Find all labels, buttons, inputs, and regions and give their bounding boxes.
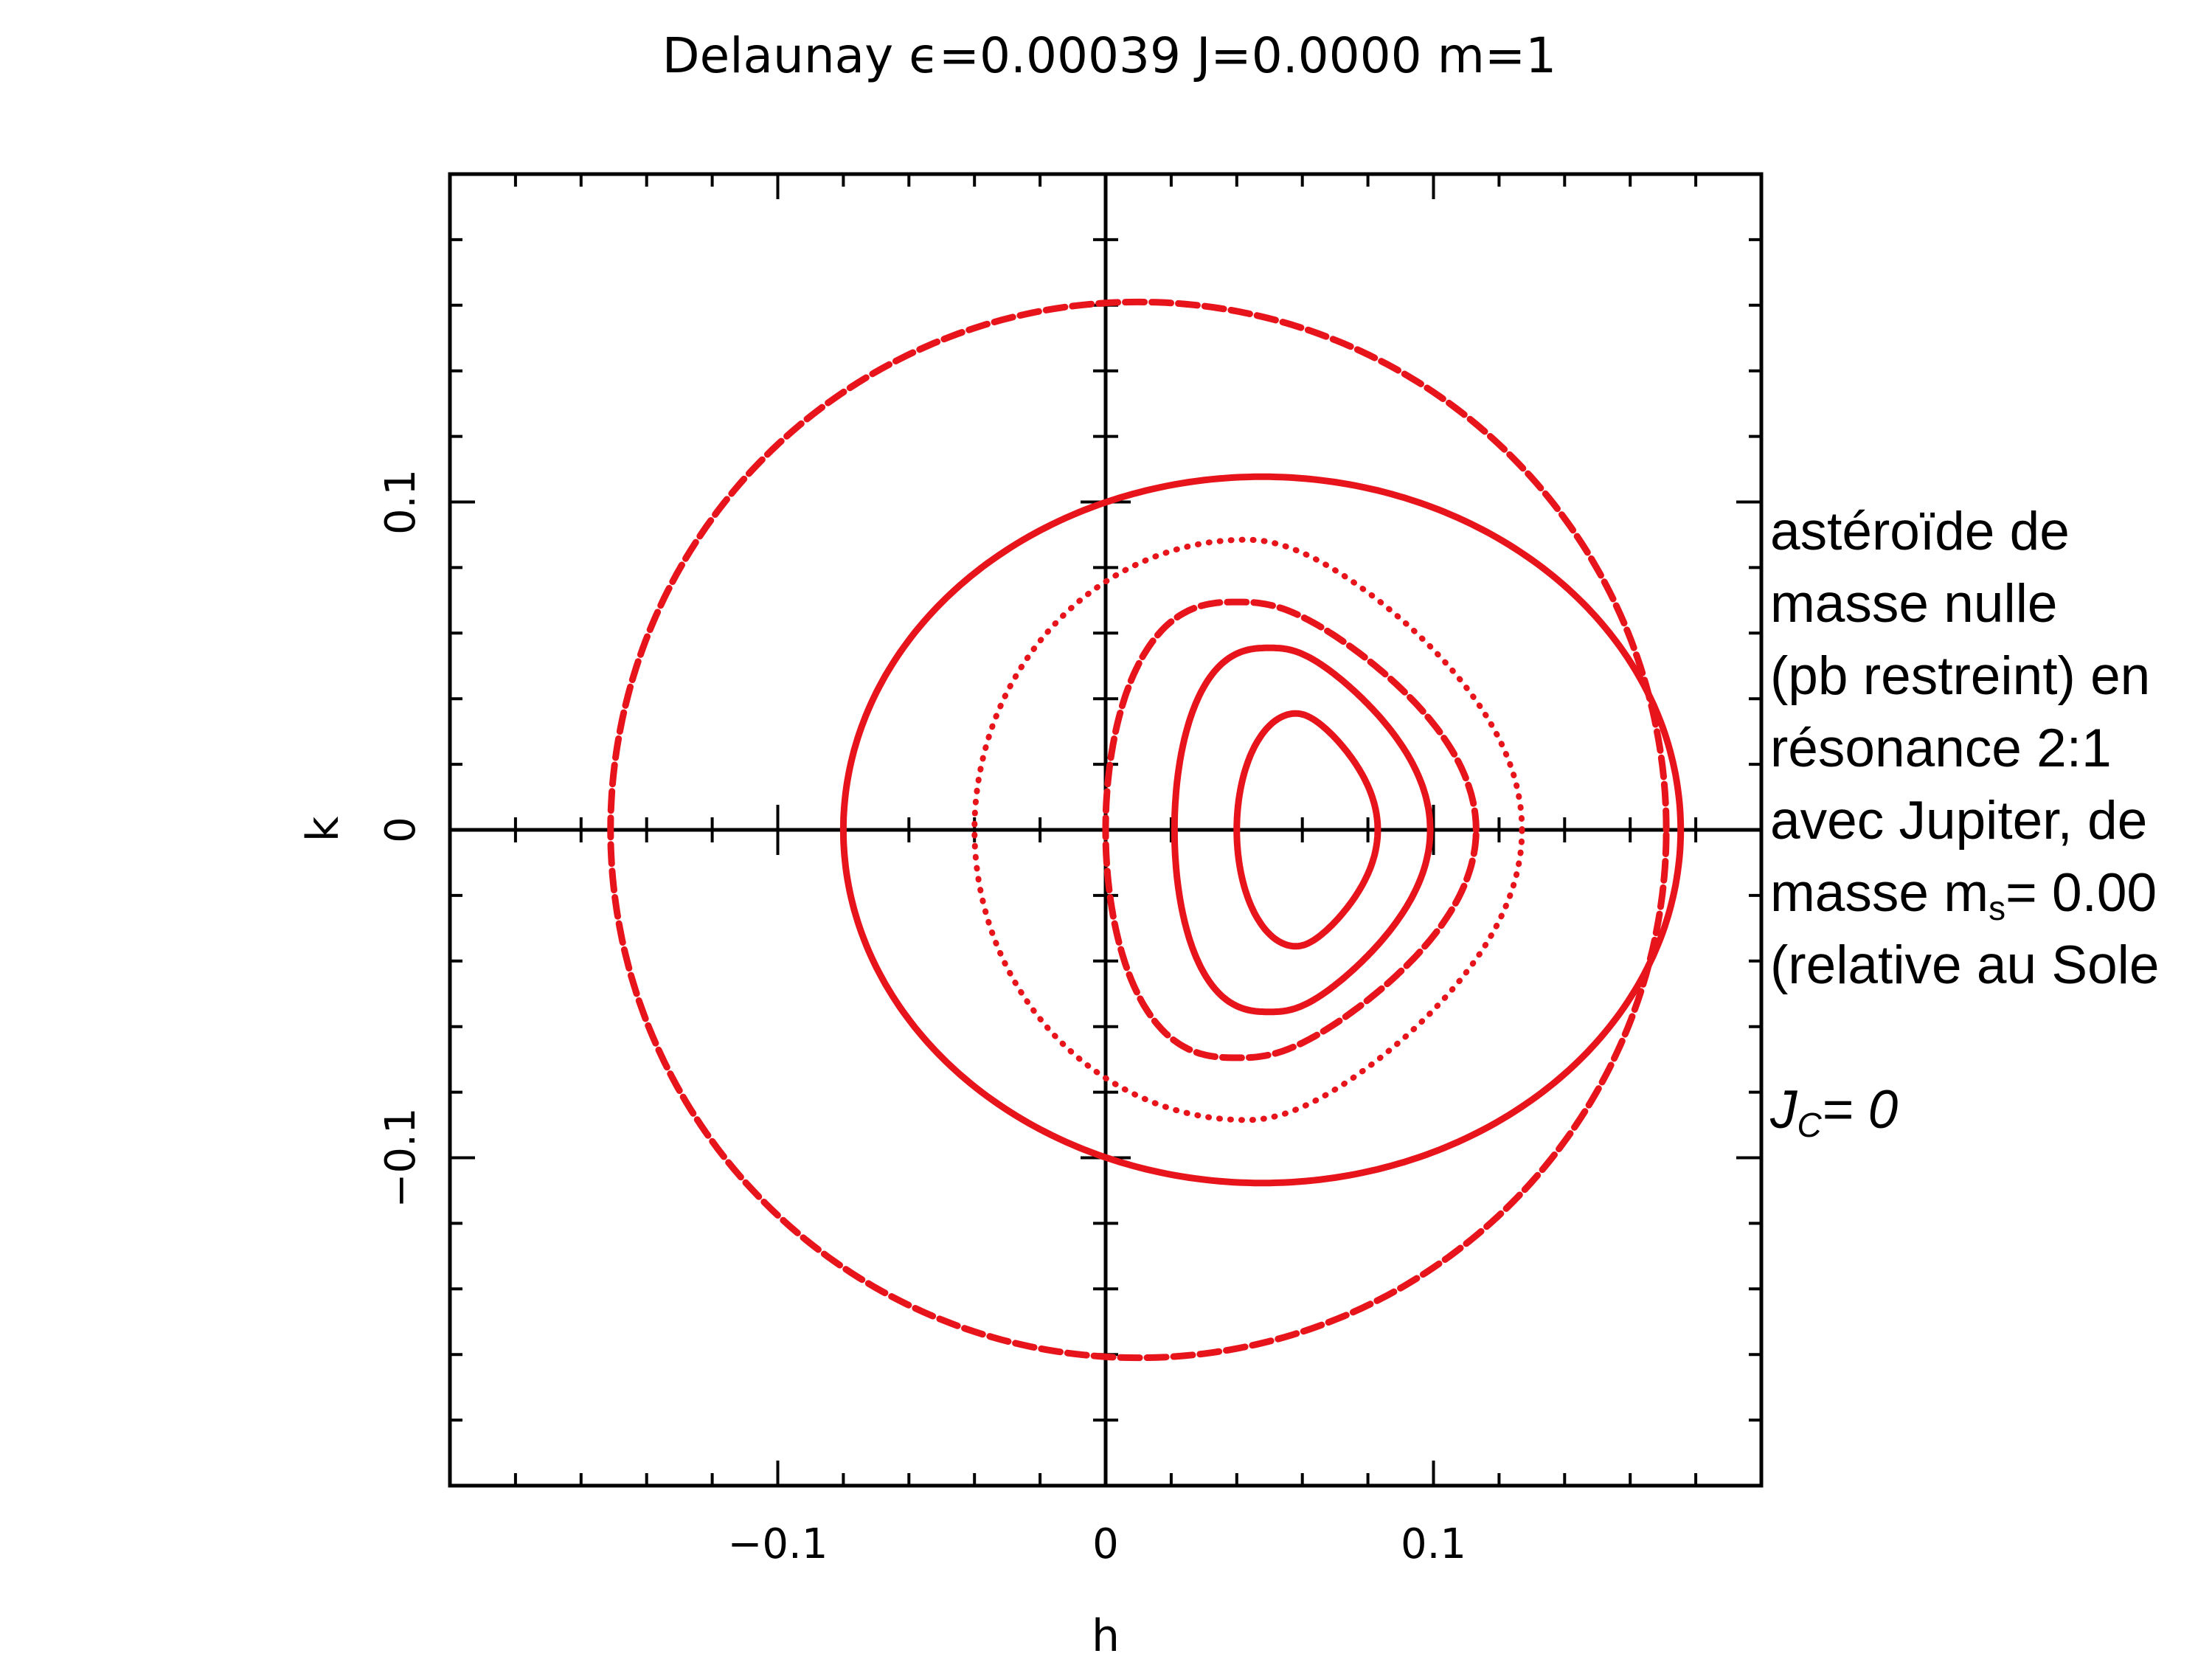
annotation-jc: JC= 0: [1770, 1080, 1899, 1144]
x-axis-label: h: [1092, 1610, 1120, 1659]
y-axis-label: k: [297, 816, 349, 842]
annotation-text: astéroïde de masse nulle (pb restreint) …: [1770, 496, 2212, 1146]
annotation-mass-line: masse ms= 0.00: [1770, 863, 2157, 927]
x-tick-label: −0.1: [728, 1520, 828, 1568]
x-tick-label: 0.1: [1401, 1520, 1466, 1568]
annotation-line: (relative au Sole: [1770, 935, 2160, 995]
annotation-line: masse nulle: [1770, 574, 2058, 634]
tick-layer: −0.1 0 0.1 0.1 0 −0.1: [377, 174, 1761, 1568]
annotation-line: (pb restreint) en: [1770, 646, 2151, 706]
chart-title: Delaunay ϵ=0.00039 J=0.0000 m=1: [662, 27, 1556, 84]
y-tick-label: −0.1: [377, 1108, 425, 1208]
level-curve-5: [1171, 644, 1434, 1016]
y-tick-label: 0: [377, 817, 425, 843]
annotation-line: résonance 2:1: [1770, 718, 2112, 778]
y-tick-label: 0.1: [377, 469, 425, 535]
level-curve-6: [1233, 710, 1381, 950]
annotation-line: astéroïde de: [1770, 502, 2070, 561]
level-curve-2: [839, 473, 1685, 1187]
x-tick-label: 0: [1092, 1520, 1119, 1568]
level-curve-4: [1102, 598, 1480, 1061]
annotation-line: avec Jupiter, de: [1770, 791, 2148, 851]
level-curve-1: [607, 298, 1670, 1362]
plot-frame: [448, 172, 1764, 1488]
curve-layer: [607, 298, 1685, 1362]
